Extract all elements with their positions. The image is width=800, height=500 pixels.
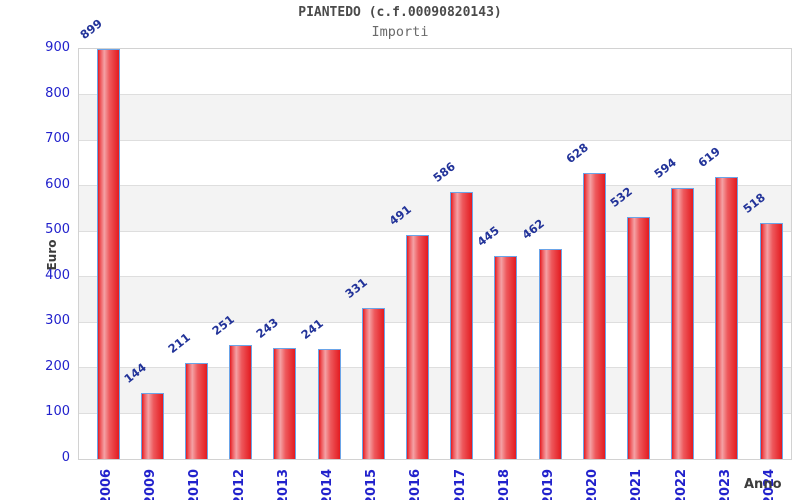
y-tick-label: 900 <box>45 40 70 55</box>
bar <box>759 223 783 459</box>
bar <box>317 349 341 459</box>
y-tick-label: 700 <box>45 131 70 147</box>
gridline <box>79 185 791 187</box>
x-tick-label: 2010 <box>187 468 203 500</box>
bar <box>273 348 297 459</box>
gridline <box>79 139 791 141</box>
gridline <box>79 321 791 323</box>
x-tick-label: 2023 <box>717 468 733 500</box>
x-tick-label: 2015 <box>364 468 380 500</box>
x-tick-label: 2009 <box>143 468 159 500</box>
x-tick-label: 2006 <box>99 468 114 500</box>
gridline <box>79 412 791 414</box>
gridline <box>79 94 791 96</box>
gridline <box>79 230 791 232</box>
bar <box>96 49 120 459</box>
x-tick-label: 2012 <box>231 468 247 500</box>
bar <box>671 188 695 459</box>
bar <box>184 362 208 459</box>
chart-title: PIANTEDO (c.f.00090820143) <box>298 5 502 20</box>
x-tick-label: 2020 <box>585 468 601 500</box>
y-tick-label: 500 <box>45 222 70 238</box>
plot-area <box>78 48 792 460</box>
x-tick-label: 2014 <box>320 468 335 500</box>
bar <box>538 248 562 459</box>
y-tick-label: 0 <box>61 450 70 465</box>
y-tick-label: 300 <box>45 313 70 329</box>
bar <box>229 344 253 459</box>
x-tick-label: 2022 <box>673 468 689 500</box>
bar <box>450 192 474 459</box>
x-axis-title: Anno <box>744 477 782 492</box>
bar <box>715 177 739 459</box>
x-tick-label: 2013 <box>275 468 291 500</box>
y-tick-label: 400 <box>45 267 70 283</box>
y-tick-label: 600 <box>45 176 70 192</box>
x-tick-label: 2018 <box>496 468 512 500</box>
y-tick-label: 800 <box>45 85 70 101</box>
chart-subtitle: Importi <box>371 24 429 40</box>
bar <box>405 235 429 459</box>
gridline <box>79 367 791 369</box>
bar <box>361 308 385 459</box>
bar <box>626 216 650 459</box>
bar <box>140 393 164 459</box>
y-tick-label: 200 <box>45 358 70 374</box>
gridline <box>79 276 791 278</box>
y-tick-label: 100 <box>45 404 70 420</box>
bar <box>494 256 518 459</box>
x-tick-label: 2016 <box>408 468 424 500</box>
bar <box>582 172 606 459</box>
x-tick-label: 2021 <box>629 468 645 500</box>
x-tick-label: 2019 <box>541 468 556 500</box>
background-band <box>79 94 791 141</box>
x-tick-label: 2017 <box>452 468 468 500</box>
